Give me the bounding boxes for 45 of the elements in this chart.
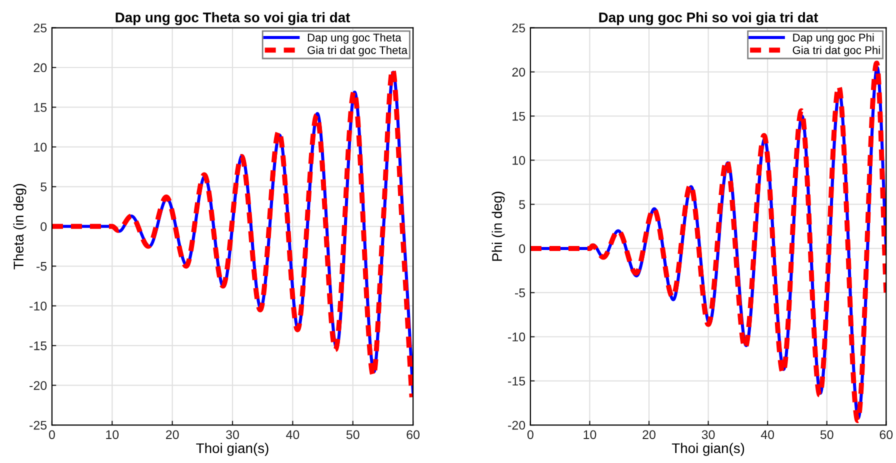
y-tick-label: 25 xyxy=(512,24,526,32)
x-tick-label: 50 xyxy=(820,430,834,440)
x-tick-label: 10 xyxy=(584,430,596,440)
y-tick-label: -10 xyxy=(30,302,47,311)
x-tick-label: 60 xyxy=(406,430,420,440)
y-tick-label: 5 xyxy=(40,182,47,192)
x-tick-label: 20 xyxy=(166,430,179,440)
y-tick-label: -25 xyxy=(30,420,47,430)
x-tick-label: 50 xyxy=(346,430,360,440)
y-tick-label: 0 xyxy=(40,222,47,232)
x-tick-label: 30 xyxy=(702,430,715,440)
x-axis-title: Thoi gian(s) xyxy=(196,442,268,456)
legend-label: Gia tri dat goc Theta xyxy=(308,46,408,56)
x-tick-label: 60 xyxy=(880,430,893,440)
legend-label: Dap ung goc Theta xyxy=(308,33,402,44)
x-tick-label: 0 xyxy=(48,430,55,440)
y-tick-label: 5 xyxy=(519,200,526,209)
chart-title: Dap ung goc Phi so voi gia tri dat xyxy=(599,12,818,26)
y-tick-label: -20 xyxy=(30,381,47,390)
x-tick-label: 30 xyxy=(226,430,239,440)
y-tick-label: 10 xyxy=(34,142,47,152)
y-tick-label: 20 xyxy=(512,68,526,77)
y-axis-title: Phi (in deg) xyxy=(492,192,505,261)
y-tick-label: 0 xyxy=(519,244,526,254)
chart-title: Dap ung goc Theta so voi gia tri dat xyxy=(116,12,350,26)
x-tick-label: 10 xyxy=(106,430,119,440)
x-tick-label: 20 xyxy=(642,430,656,440)
y-tick-label: -20 xyxy=(508,420,526,430)
x-tick-label: 0 xyxy=(527,430,534,440)
y-tick-label: -15 xyxy=(508,376,526,386)
x-axis-title: Thoi gian(s) xyxy=(672,442,744,456)
y-tick-label: 20 xyxy=(34,63,47,72)
y-axis-title: Theta (in deg) xyxy=(13,184,26,270)
x-tick-label: 40 xyxy=(286,430,300,440)
legend-label: Gia tri dat goc Phi xyxy=(792,46,880,56)
y-tick-label: 15 xyxy=(34,103,47,112)
y-tick-label: 10 xyxy=(512,156,526,165)
y-tick-label: 25 xyxy=(34,24,47,32)
y-tick-label: -15 xyxy=(30,342,47,350)
y-tick-label: -5 xyxy=(36,262,47,271)
x-tick-label: 40 xyxy=(760,430,774,440)
y-tick-label: 15 xyxy=(512,112,526,121)
y-tick-label: -5 xyxy=(515,288,526,298)
y-tick-label: -10 xyxy=(508,332,526,342)
legend-label: Dap ung goc Phi xyxy=(793,33,874,44)
